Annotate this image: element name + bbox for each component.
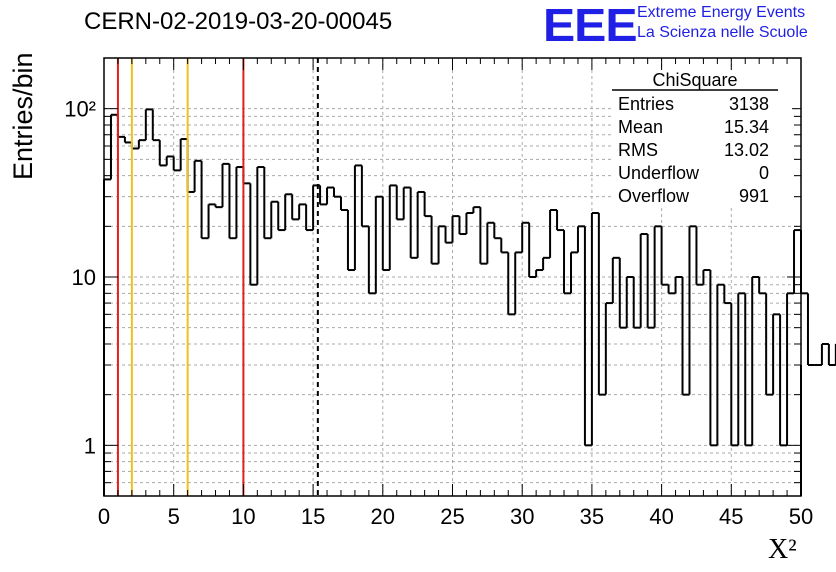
x-tick-label: 15	[301, 504, 325, 529]
stats-value-rms: 13.02	[724, 140, 769, 160]
x-axis-label: X²	[768, 534, 797, 565]
x-tick-label: 35	[580, 504, 604, 529]
stats-label-rms: RMS	[618, 140, 658, 160]
stats-box: ChiSquare Entries 3138 Mean 15.34 RMS 13…	[612, 70, 792, 208]
x-tick-label: 0	[98, 504, 110, 529]
y-tick-label: 10²	[64, 97, 96, 122]
chart-title: CERN-02-2019-03-20-00045	[84, 8, 393, 35]
y-tick-label: 1	[84, 433, 96, 458]
axes: 0 5 10 15 20 25 30 35 40 45 50 1 10 10²	[64, 57, 813, 529]
y-tick-label: 10	[72, 265, 96, 290]
x-tick-label: 20	[371, 504, 395, 529]
stats-value-mean: 15.34	[724, 117, 769, 137]
stats-label-underflow: Underflow	[618, 163, 700, 183]
stats-label-mean: Mean	[618, 117, 663, 137]
x-tick-label: 30	[510, 504, 534, 529]
logo-subtitle-line2: La Scienza nelle Scuole	[637, 24, 808, 41]
x-tick-label: 5	[168, 504, 180, 529]
stats-value-overflow: 991	[739, 186, 769, 206]
eee-logo: EEE	[543, 0, 638, 51]
logo-subtitle-line1: Extreme Energy Events	[637, 4, 806, 21]
stats-value-underflow: 0	[759, 163, 769, 183]
stats-label-overflow: Overflow	[618, 186, 690, 206]
stats-box-background	[612, 70, 792, 208]
stats-value-entries: 3138	[729, 94, 769, 114]
x-tick-label: 10	[231, 504, 255, 529]
stats-box-title: ChiSquare	[652, 70, 737, 90]
x-tick-label: 50	[789, 504, 813, 529]
x-tick-label: 25	[440, 504, 464, 529]
x-tick-label: 40	[649, 504, 673, 529]
x-tick-label: 45	[719, 504, 743, 529]
stats-label-entries: Entries	[618, 94, 674, 114]
